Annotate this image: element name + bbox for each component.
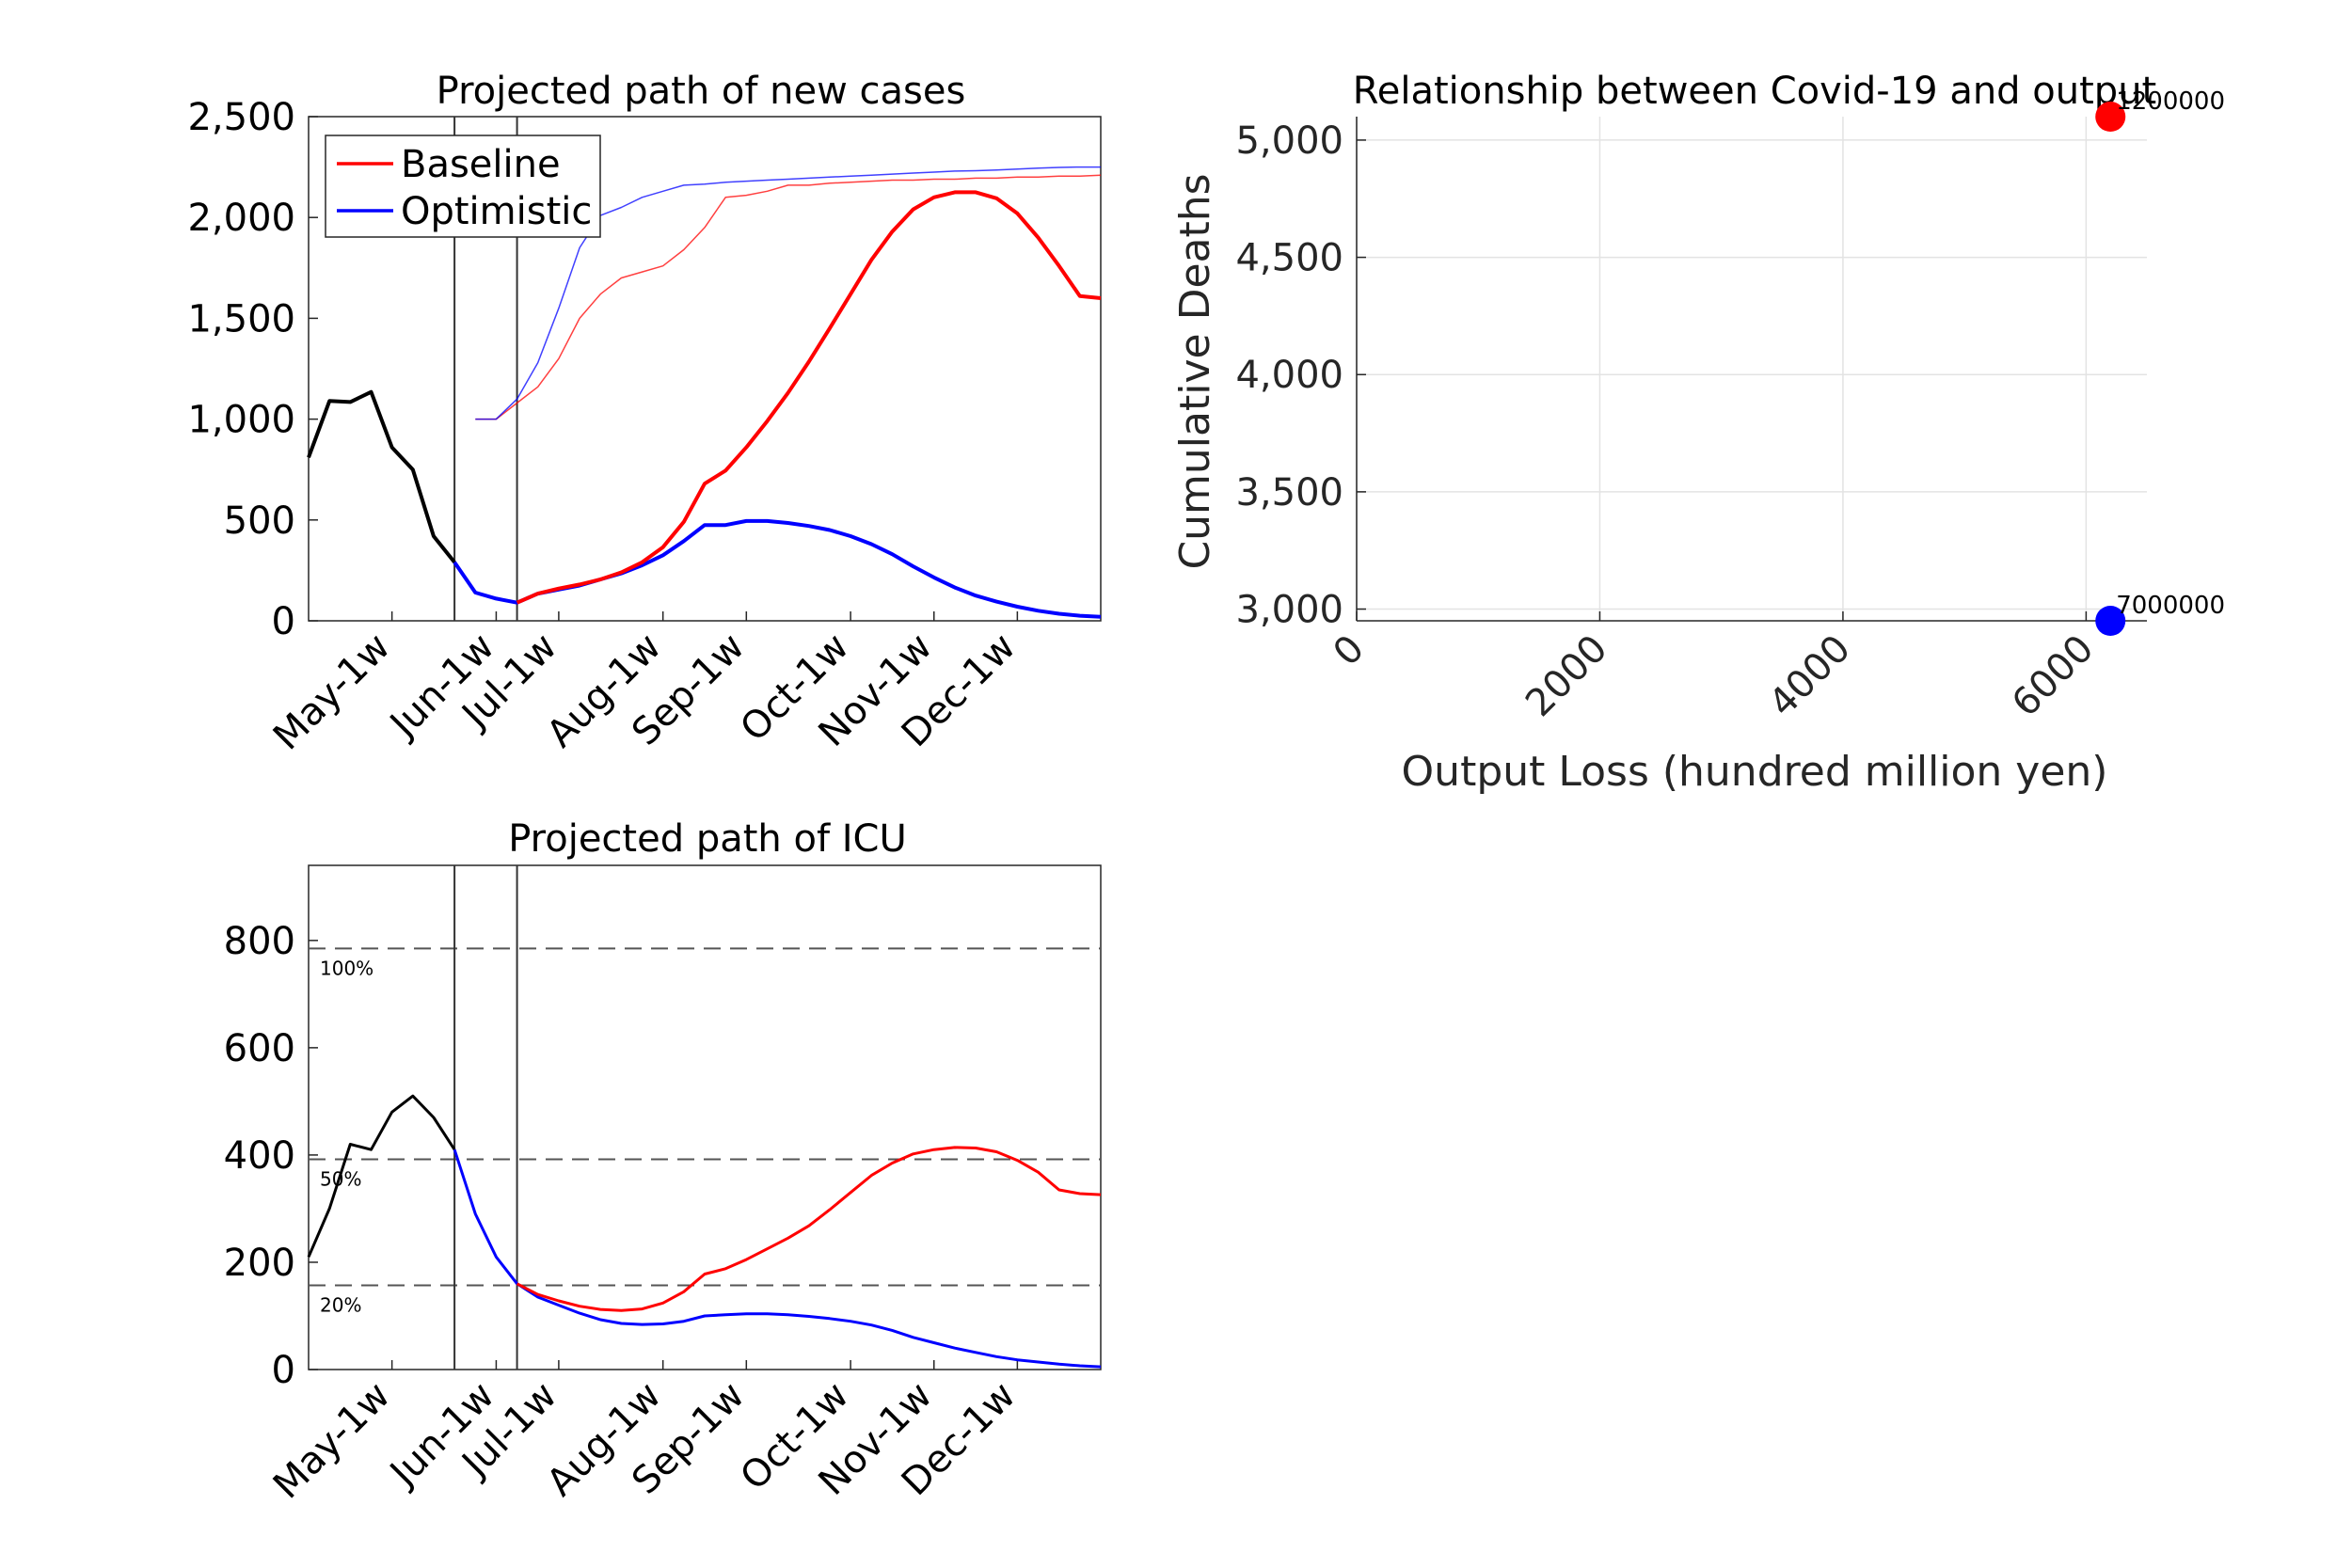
x-tick-label: 6000 [2004, 627, 2103, 726]
x-tick-label: May-1w [265, 1374, 399, 1508]
icu-chart: Projected path of ICU 100%50%20%02004006… [224, 817, 1102, 1508]
y-tick-label: 4,000 [1235, 354, 1343, 397]
scatter-point-label: 7000000 [2116, 592, 2225, 620]
new-cases-chart-title: Projected path of new cases [437, 70, 966, 113]
y-tick-label: 0 [272, 600, 295, 643]
y-tick-label: 1,500 [187, 297, 295, 341]
scatter-x-axis-label: Output Loss (hundred million yen) [1402, 748, 2108, 796]
scatter-point-label: 1200000 [2116, 87, 2225, 116]
y-tick-label: 400 [224, 1134, 295, 1178]
legend-box [325, 135, 601, 238]
scatter-point [2095, 606, 2126, 636]
x-tick-label: 2000 [1518, 627, 1616, 726]
y-tick-label: 4,500 [1235, 237, 1343, 280]
scatter-chart-title: Relationship between Covid-19 and output [1353, 70, 2156, 113]
series-line-baseline [516, 1146, 1102, 1312]
series-line-history [307, 1094, 456, 1258]
y-tick-label: 2,000 [187, 197, 295, 240]
y-tick-label: 3,500 [1235, 471, 1343, 515]
y-tick-label: 200 [224, 1242, 295, 1285]
reference-line-label: 20% [320, 1293, 361, 1316]
series-line-baseline-thin [475, 174, 1102, 420]
x-tick-label: 4000 [1760, 627, 1859, 726]
y-tick-label: 600 [224, 1027, 295, 1070]
y-tick-label: 800 [224, 920, 295, 963]
series-line-optimistic [453, 1148, 1102, 1369]
y-tick-label: 1,000 [187, 399, 295, 442]
legend-entry-label: Baseline [401, 143, 561, 186]
y-tick-label: 2,500 [187, 96, 295, 139]
series-line-optimistic-thin [475, 166, 1101, 420]
y-tick-label: 0 [272, 1349, 295, 1392]
scatter-y-axis-label: Cumulative Deaths [1171, 173, 1219, 569]
covid-output-scatter-chart: Relationship between Covid-19 and output… [1171, 70, 2225, 796]
x-tick-label: May-1w [265, 626, 399, 759]
scatter-point [2095, 102, 2126, 132]
series-line-history [307, 389, 456, 564]
plot-area-frame [308, 116, 1102, 622]
y-tick-label: 500 [224, 499, 295, 543]
y-tick-label: 3,000 [1235, 589, 1343, 632]
series-line-baseline-bold [516, 190, 1102, 605]
x-tick-label: 0 [1326, 627, 1374, 675]
legend-entry-label: Optimistic [401, 190, 592, 233]
y-tick-label: 5,000 [1235, 119, 1343, 163]
plot-area-frame [308, 864, 1102, 1370]
series-line-optimistic-bold [453, 518, 1102, 619]
reference-line-label: 100% [320, 957, 373, 979]
icu-chart-title: Projected path of ICU [508, 817, 907, 861]
new-cases-chart: Projected path of new cases 0 500 1,000 1,5… [187, 70, 1102, 759]
